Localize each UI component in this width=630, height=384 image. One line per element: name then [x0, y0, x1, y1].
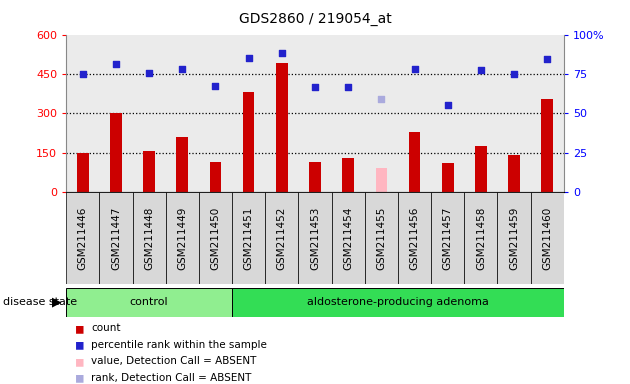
Point — [144, 70, 154, 76]
Bar — [464, 35, 498, 192]
Text: GSM211452: GSM211452 — [277, 206, 287, 270]
Bar — [498, 192, 530, 284]
Bar — [409, 132, 420, 192]
Bar — [243, 92, 255, 192]
Bar — [66, 288, 232, 317]
Bar — [398, 192, 431, 284]
Text: GSM211457: GSM211457 — [443, 206, 453, 270]
Bar — [66, 192, 100, 284]
Point — [77, 71, 88, 78]
Point — [343, 84, 353, 90]
Text: GSM211446: GSM211446 — [77, 206, 88, 270]
Text: percentile rank within the sample: percentile rank within the sample — [91, 340, 267, 350]
Bar — [199, 35, 232, 192]
Text: ■: ■ — [76, 338, 83, 351]
Bar — [276, 63, 288, 192]
Text: GSM211450: GSM211450 — [210, 207, 220, 270]
Bar — [331, 35, 365, 192]
Text: control: control — [130, 297, 168, 308]
Bar — [498, 35, 530, 192]
Text: ■: ■ — [76, 371, 83, 384]
Bar — [299, 35, 331, 192]
Point — [111, 61, 121, 67]
Text: GSM211448: GSM211448 — [144, 206, 154, 270]
Text: count: count — [91, 323, 121, 333]
Bar — [100, 192, 132, 284]
Text: GSM211454: GSM211454 — [343, 206, 353, 270]
Bar — [232, 192, 265, 284]
Bar — [143, 151, 155, 192]
Bar — [166, 35, 199, 192]
Bar — [166, 192, 199, 284]
Text: disease state: disease state — [3, 297, 77, 308]
Bar — [132, 192, 166, 284]
Text: GSM211447: GSM211447 — [111, 206, 121, 270]
Text: GSM211460: GSM211460 — [542, 207, 553, 270]
Bar — [541, 99, 553, 192]
Bar — [210, 162, 221, 192]
Bar — [431, 192, 464, 284]
Point — [476, 67, 486, 73]
Bar — [331, 192, 365, 284]
Point — [509, 71, 519, 77]
Text: GSM211458: GSM211458 — [476, 206, 486, 270]
Bar — [110, 113, 122, 192]
Bar — [265, 192, 299, 284]
Bar — [66, 35, 100, 192]
Text: GSM211456: GSM211456 — [410, 206, 420, 270]
Text: GSM211451: GSM211451 — [244, 206, 254, 270]
Point — [310, 84, 320, 90]
Bar — [132, 35, 166, 192]
Point — [244, 55, 254, 61]
Text: GSM211453: GSM211453 — [310, 206, 320, 270]
Bar — [299, 192, 331, 284]
Text: value, Detection Call = ABSENT: value, Detection Call = ABSENT — [91, 356, 257, 366]
Text: GSM211459: GSM211459 — [509, 206, 519, 270]
Text: ■: ■ — [76, 322, 83, 335]
Bar — [176, 137, 188, 192]
Bar — [309, 162, 321, 192]
Bar — [442, 163, 454, 192]
Text: GDS2860 / 219054_at: GDS2860 / 219054_at — [239, 12, 391, 25]
Bar — [365, 192, 398, 284]
Point — [277, 50, 287, 56]
Bar — [77, 153, 89, 192]
Bar — [475, 146, 487, 192]
Bar — [508, 155, 520, 192]
Text: GSM211455: GSM211455 — [376, 206, 386, 270]
Bar — [530, 192, 564, 284]
Bar — [375, 169, 387, 192]
Point — [443, 103, 453, 109]
Text: ▶: ▶ — [52, 296, 62, 309]
Text: aldosterone-producing adenoma: aldosterone-producing adenoma — [307, 297, 489, 308]
Bar — [342, 158, 354, 192]
Point — [210, 83, 220, 89]
Point — [542, 56, 553, 63]
Bar — [232, 35, 265, 192]
Point — [410, 66, 420, 72]
Point — [376, 96, 386, 102]
Bar — [232, 288, 564, 317]
Bar — [265, 35, 299, 192]
Text: ■: ■ — [76, 355, 83, 368]
Bar — [100, 35, 132, 192]
Bar — [530, 35, 564, 192]
Text: rank, Detection Call = ABSENT: rank, Detection Call = ABSENT — [91, 373, 252, 383]
Bar — [431, 35, 464, 192]
Point — [177, 66, 187, 72]
Bar — [199, 192, 232, 284]
Bar — [398, 35, 431, 192]
Bar — [464, 192, 498, 284]
Text: GSM211449: GSM211449 — [177, 206, 187, 270]
Bar — [365, 35, 398, 192]
